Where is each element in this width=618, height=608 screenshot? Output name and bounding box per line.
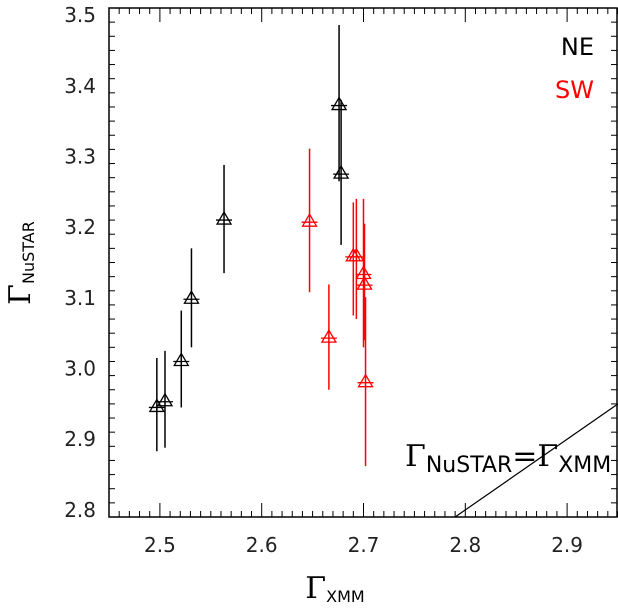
data-point-ne (173, 310, 190, 408)
data-point-ne (148, 357, 165, 452)
identity-line-segment (454, 403, 618, 518)
triangle-marker (301, 212, 318, 227)
triangle-marker (215, 210, 233, 225)
x-tick-labels: 2.5 2.6 2.7 2.8 2.9 (144, 533, 583, 557)
data-point-ne (330, 24, 348, 182)
y-tick-label: 2.8 (64, 498, 96, 522)
identity-annotation: ΓNuSTAR=ΓXMM (405, 439, 611, 478)
triangle-marker (330, 96, 348, 111)
data-point-sw (355, 198, 372, 348)
data-point-sw (348, 198, 365, 320)
data-point-ne (183, 248, 200, 348)
x-tick-label: 2.6 (246, 533, 278, 557)
data-point-sw (356, 223, 373, 341)
data-point-sw (357, 297, 374, 467)
triangle-marker (348, 247, 365, 262)
x-axis-label: ΓXMM (305, 571, 364, 606)
data-point-sw (301, 148, 318, 293)
legend-entry-sw: SW (555, 76, 594, 104)
x-tick-label: 2.8 (449, 533, 481, 557)
triangle-marker (173, 352, 190, 367)
y-tick-label: 3.2 (64, 215, 96, 239)
triangle-marker (156, 392, 174, 407)
data-point-ne (156, 350, 174, 448)
y-tick-label: 2.9 (64, 427, 96, 451)
x-tick-label: 2.9 (551, 533, 583, 557)
data-point-ne (215, 164, 233, 274)
legend-entry-ne: NE (561, 33, 594, 61)
y-tick-label: 3.0 (64, 357, 96, 381)
x-tick-label: 2.5 (144, 533, 176, 557)
x-tick-label: 2.7 (348, 533, 380, 557)
identity-line (454, 403, 618, 518)
data-points (148, 24, 374, 467)
y-tick-label: 3.1 (64, 286, 96, 310)
y-tick-label: 3.5 (64, 3, 96, 27)
y-axis-label: ΓNuSTAR (3, 221, 38, 305)
triangle-marker (332, 164, 350, 179)
triangle-marker (320, 328, 338, 343)
legend: NE SW (555, 33, 594, 104)
triangle-marker (356, 275, 373, 290)
triangle-marker (183, 289, 200, 304)
y-tick-label: 3.3 (64, 144, 96, 168)
y-tick-label: 3.4 (64, 74, 96, 98)
axis-ticks (108, 7, 618, 518)
triangle-marker (357, 373, 374, 388)
data-point-sw (320, 284, 338, 390)
y-tick-labels: 2.8 2.9 3.0 3.1 3.2 3.3 3.4 3.5 (64, 3, 96, 522)
data-point-ne (332, 99, 350, 245)
data-point-sw (345, 202, 362, 316)
